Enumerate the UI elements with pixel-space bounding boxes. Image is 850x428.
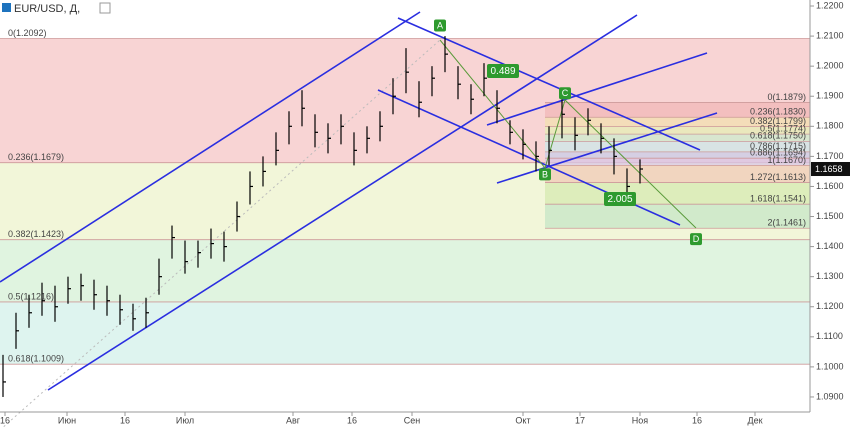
- fib-label: 0.5(1.1774): [760, 124, 806, 134]
- y-tick-label: 1.0900: [816, 391, 844, 401]
- x-tick-label: Июл: [176, 415, 194, 425]
- ratio-label: 2.005: [607, 194, 632, 205]
- current-price-label: 1.1658: [815, 164, 843, 174]
- fib-label: 1.272(1.1613): [750, 172, 806, 182]
- symbol-icon: [2, 3, 11, 12]
- y-tick-label: 1.1800: [816, 121, 844, 131]
- fib-label: 0.236(1.1679): [8, 152, 64, 162]
- fib-band: [545, 158, 810, 166]
- y-tick-label: 1.1600: [816, 181, 844, 191]
- fib-label: 0(1.1879): [767, 92, 806, 102]
- y-tick-label: 1.2000: [816, 61, 844, 71]
- y-tick-label: 1.1200: [816, 301, 844, 311]
- x-tick-label: 17: [575, 415, 585, 425]
- y-tick-label: 1.1700: [816, 151, 844, 161]
- fib-label: 0.382(1.1423): [8, 229, 64, 239]
- fib-label: 0.618(1.1009): [8, 354, 64, 364]
- wave-point: [690, 233, 702, 246]
- fib-band: [0, 239, 810, 302]
- channel-line: [0, 11, 421, 283]
- fib-label: 0.382(1.1799): [750, 116, 806, 126]
- fib-band: [0, 301, 810, 365]
- channel-line: [496, 112, 718, 184]
- fib-label: 1(1.1670): [767, 155, 806, 165]
- fib-label: 0.886(1.1694): [750, 148, 806, 158]
- fib-label: 0(1.2092): [8, 28, 47, 38]
- ratio-box: [487, 64, 519, 78]
- fib-band: [545, 165, 810, 183]
- wave-point: [539, 168, 551, 181]
- y-tick-label: 1.2100: [816, 30, 844, 40]
- x-tick-label: 16: [120, 415, 130, 425]
- x-tick-label: Июн: [58, 415, 76, 425]
- chart-title: EUR/USD, Д,: [14, 3, 80, 15]
- y-tick-label: 1.1400: [816, 241, 844, 251]
- y-tick-label: 1.1900: [816, 91, 844, 101]
- fib-band: [545, 126, 810, 135]
- ratio-box: [604, 192, 636, 206]
- x-tick-label: 16: [0, 415, 10, 425]
- current-price-box: [811, 162, 850, 177]
- fib-bands: 0(1.2092) 0.236(1.1679) 0.382(1.1423) 0.5(1…: [0, 28, 810, 365]
- fib-label: 0.5(1.1216): [8, 291, 54, 301]
- x-tick-label: Дек: [747, 415, 762, 425]
- wave-label: A: [437, 20, 443, 30]
- x-tick-label: Сен: [404, 415, 421, 425]
- fib-band: [545, 151, 810, 159]
- fib-label: 2(1.1461): [767, 218, 806, 228]
- fib-band: [545, 117, 810, 127]
- x-tick-label: 16: [692, 415, 702, 425]
- fib-band: [545, 102, 810, 118]
- fib-label: 0.618(1.1750): [750, 131, 806, 141]
- wave-point: [559, 87, 571, 100]
- fib-band: [545, 141, 810, 152]
- fib-label: 0.236(1.1830): [750, 107, 806, 117]
- price-axis: [810, 0, 850, 428]
- fib-label: 1.618(1.1541): [750, 194, 806, 204]
- wave-point: [434, 19, 446, 32]
- fib-label: 0.786(1.1715): [750, 141, 806, 151]
- settings-icon[interactable]: [99, 2, 111, 14]
- wave-label: B: [542, 169, 548, 179]
- channel-line: [486, 52, 708, 126]
- wave-label: D: [693, 234, 700, 244]
- x-tick-label: 16: [347, 415, 357, 425]
- ratio-label: 0.489: [490, 66, 515, 77]
- wave-label: C: [562, 88, 569, 98]
- x-tick-label: Авг: [286, 415, 301, 425]
- y-tick-label: 1.1500: [816, 211, 844, 221]
- y-tick-label: 1.1100: [816, 331, 843, 341]
- channel-line: [397, 17, 701, 151]
- y-tick-label: 1.1000: [816, 361, 844, 371]
- fib-band: [545, 134, 810, 142]
- y-tick-label: 1.2200: [816, 0, 844, 10]
- wave-line: [439, 39, 697, 229]
- x-tick-label: Окт: [515, 415, 530, 425]
- y-tick-label: 1.1300: [816, 271, 844, 281]
- price-bars: [2, 36, 643, 397]
- x-tick-label: Ноя: [632, 415, 649, 425]
